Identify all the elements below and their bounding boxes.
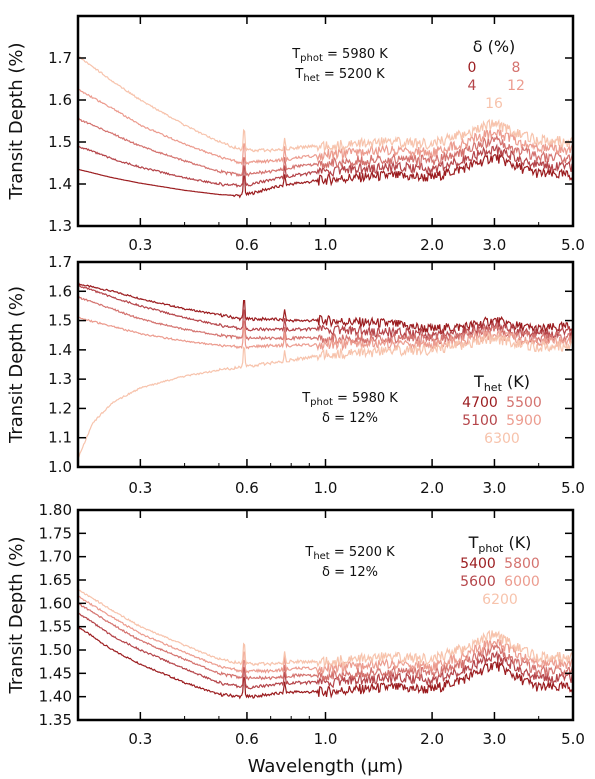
x-tick-label: 0.3	[128, 730, 152, 748]
legend-entry: 8	[512, 60, 521, 76]
x-tick-label: 0.6	[235, 236, 259, 254]
annotation-line-2: δ = 12%	[322, 565, 378, 580]
y-tick-label: 1.6	[48, 91, 72, 109]
legend-title: Thet (K)	[473, 372, 530, 394]
y-tick-label: 1.2	[48, 399, 72, 417]
x-tick-label: 5.0	[561, 236, 585, 254]
series-line-4	[78, 143, 573, 188]
y-tick-label: 1.35	[39, 711, 72, 729]
x-tick-label: 2.0	[420, 730, 444, 748]
y-tick-label: 1.6	[48, 282, 72, 300]
series-line-5800	[78, 602, 573, 682]
legend: Tphot (K)5400 5800 5600 6000 6200	[460, 533, 540, 608]
series-group	[78, 282, 573, 459]
series-group	[78, 589, 573, 700]
y-tick-label: 1.50	[39, 641, 72, 659]
x-tick-label: 1.0	[314, 236, 338, 254]
series-line-5900	[78, 316, 573, 352]
y-tick-label: 1.5	[48, 133, 72, 151]
y-tick-label: 1.40	[39, 688, 72, 706]
x-tick-label: 1.0	[314, 730, 338, 748]
legend-entry: 16	[485, 96, 503, 112]
x-tick-label: 0.3	[128, 479, 152, 497]
x-tick-label: 3.0	[483, 236, 507, 254]
legend-title: Tphot (K)	[468, 533, 532, 555]
series-line-5400	[78, 625, 573, 700]
legend-entry: 4	[468, 78, 477, 94]
annotation-line-1: Tphot = 5980 K	[291, 47, 388, 64]
y-tick-label: 1.60	[39, 594, 72, 612]
annotation-line-2: Thet = 5200 K	[294, 67, 385, 84]
legend-entry: 6200	[482, 592, 518, 608]
legend-entry: 4700	[462, 395, 498, 411]
y-tick-label: 1.4	[48, 341, 72, 359]
y-axis-title: Transit Depth (%)	[6, 286, 27, 444]
y-tick-label: 1.3	[48, 370, 72, 388]
y-tick-label: 1.80	[39, 501, 72, 519]
x-tick-label: 0.3	[128, 236, 152, 254]
panel-1: 0.3 0.6 1.0 2.0 3.0 5.0 1.3 1.4 1.5 1.6 1.7 Transit…	[6, 14, 585, 254]
series-line-16	[78, 55, 573, 153]
legend-entry: 5100	[462, 413, 498, 429]
legend-entry: 5800	[504, 556, 540, 572]
panel-3: 0.3 0.6 1.0 2.0 3.0 5.0 1.35 1.40 1.45 1.50 1.55 1.…	[6, 501, 585, 777]
legend-entry: 5600	[460, 574, 496, 590]
y-tick-label: 1.3	[48, 217, 72, 235]
series-line-12	[78, 88, 573, 166]
y-tick-label: 1.5	[48, 312, 72, 330]
y-tick-label: 1.45	[39, 664, 72, 682]
panel-2: 0.3 0.6 1.0 2.0 3.0 5.0 1.0 1.1 1.2 1.3 1.4 1.5 1.6 1…	[6, 253, 585, 497]
y-tick-label: 1.65	[39, 571, 72, 589]
y-axis-title: Transit Depth (%)	[6, 42, 27, 200]
legend-entry: 12	[507, 78, 525, 94]
annotation-line-1: Thet = 5200 K	[304, 545, 395, 562]
x-tick-label: 5.0	[561, 479, 585, 497]
y-tick-label: 1.7	[48, 49, 72, 67]
series-line-6300	[78, 333, 573, 459]
x-tick-label: 3.0	[483, 479, 507, 497]
y-tick-label: 1.1	[48, 429, 72, 447]
series-line-0	[78, 153, 573, 199]
x-tick-label: 3.0	[483, 730, 507, 748]
legend: Thet (K)4700 5500 5100 5900 6300	[462, 372, 542, 447]
series-group	[78, 55, 573, 199]
legend-entry: 5900	[506, 413, 542, 429]
series-line-4700	[78, 282, 573, 335]
legend-entry: 0	[468, 60, 477, 76]
y-tick-label: 1.75	[39, 524, 72, 542]
annotation-line-1: Tphot = 5980 K	[301, 391, 398, 408]
x-tick-label: 2.0	[420, 479, 444, 497]
x-axis-title: Wavelength (μm)	[248, 756, 404, 777]
series-line-6000	[78, 595, 573, 676]
series-line-6200	[78, 589, 573, 668]
x-tick-label: 2.0	[420, 236, 444, 254]
y-tick-label: 1.7	[48, 253, 72, 271]
legend-entry: 6000	[504, 574, 540, 590]
y-tick-label: 1.4	[48, 175, 72, 193]
y-tick-label: 1.70	[39, 548, 72, 566]
legend-entry: 5400	[460, 556, 496, 572]
x-tick-label: 0.6	[235, 730, 259, 748]
series-line-8	[78, 117, 573, 178]
y-tick-label: 1.0	[48, 458, 72, 476]
y-tick-label: 1.55	[39, 618, 72, 636]
legend-entry: 5500	[506, 395, 542, 411]
series-line-5500	[78, 295, 573, 345]
series-line-5600	[78, 612, 573, 690]
legend-title: δ (%)	[473, 37, 516, 56]
x-tick-label: 1.0	[314, 479, 338, 497]
y-axis-title: Transit Depth (%)	[6, 536, 27, 694]
annotation-line-2: δ = 12%	[322, 411, 378, 426]
x-tick-label: 5.0	[561, 730, 585, 748]
legend-entry: 6300	[484, 431, 520, 447]
x-tick-label: 0.6	[235, 479, 259, 497]
